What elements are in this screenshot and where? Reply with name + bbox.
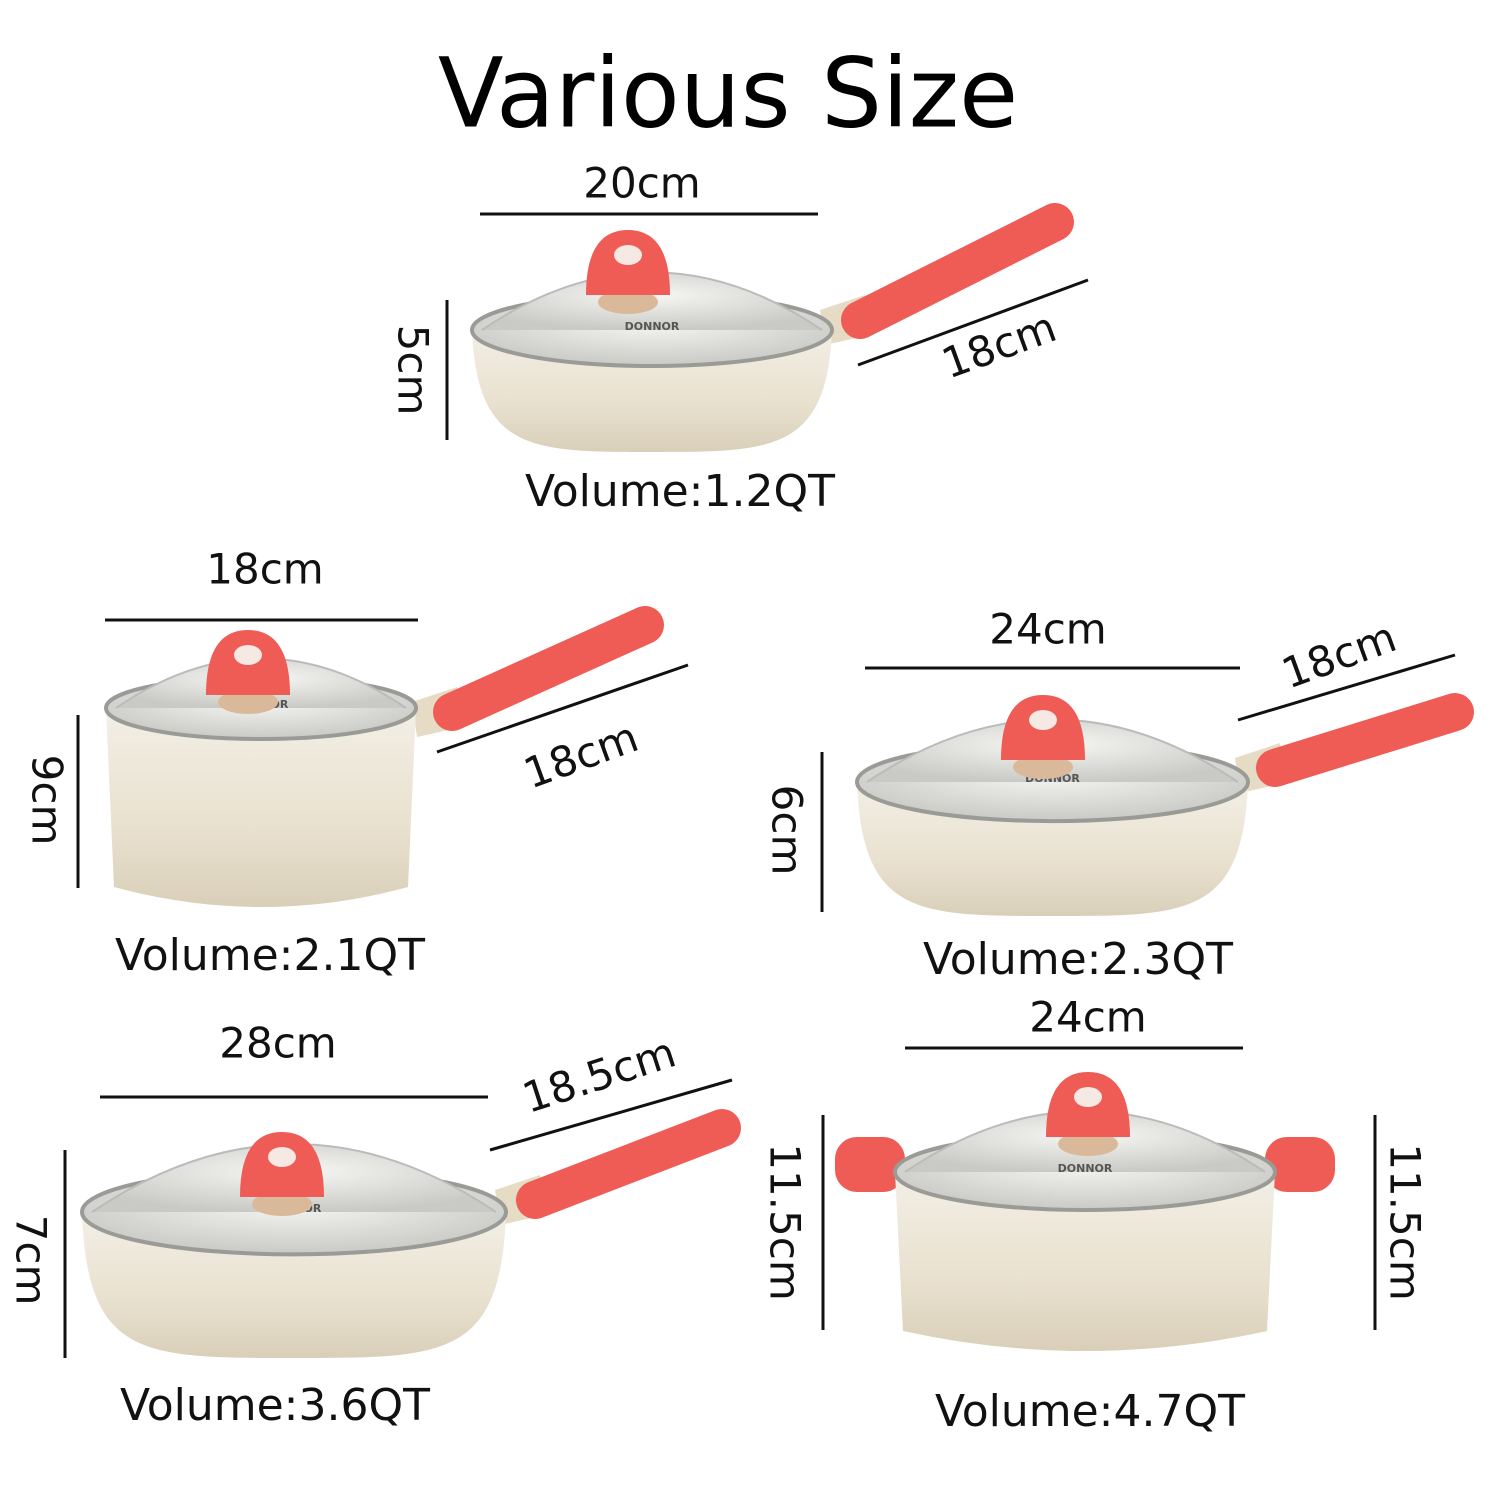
height-label: 7cm — [7, 1215, 56, 1306]
handle — [516, 1109, 741, 1219]
volume-label: Volume:2.3QT — [923, 934, 1233, 985]
dimension-line — [857, 278, 1089, 367]
knob-base — [1058, 1132, 1118, 1156]
width-label: 20cm — [583, 159, 700, 208]
knob-base — [252, 1192, 312, 1216]
width-label: 24cm — [989, 605, 1106, 654]
volume-label: Volume:4.7QT — [935, 1386, 1245, 1437]
cookware: DONNORDONNORDONNORDONNORDONNOR — [80, 203, 1474, 1358]
height-label: 9cm — [23, 755, 72, 846]
width-label: 18cm — [206, 545, 323, 594]
handle — [433, 606, 664, 731]
dimension-line — [436, 663, 689, 754]
title: Various Size — [438, 37, 1018, 149]
height-label: 5cm — [389, 325, 438, 416]
knob-hole — [268, 1147, 296, 1167]
knob-base — [218, 690, 278, 714]
handle-label: 18.5cm — [517, 1028, 682, 1123]
handle-label: 18cm — [1275, 612, 1402, 698]
pan-body — [106, 708, 416, 907]
knob-hole — [1029, 710, 1057, 730]
knob-hole — [614, 245, 642, 265]
knob-hole — [1074, 1087, 1102, 1107]
volume-label: Volume:3.6QT — [120, 1380, 430, 1431]
knob-base — [1013, 755, 1073, 779]
width-label: 24cm — [1029, 993, 1146, 1042]
brand-label: DONNOR — [1058, 1162, 1113, 1175]
knob-base — [598, 290, 658, 314]
height-label: 6cm — [763, 785, 812, 876]
dimension-line — [1237, 653, 1456, 722]
pan-body — [895, 1172, 1275, 1351]
dimension-line — [489, 1078, 733, 1152]
height-label: 11.5cm — [1381, 1143, 1430, 1301]
brand-label: DONNOR — [625, 320, 680, 333]
handle-label: 18cm — [517, 712, 644, 798]
knob-hole — [234, 645, 262, 665]
volume-label: Volume:1.2QT — [525, 466, 835, 517]
width-label: 28cm — [219, 1019, 336, 1068]
handle — [841, 203, 1074, 339]
side-handle — [1265, 1137, 1335, 1192]
side-handle — [835, 1137, 905, 1192]
handle — [1256, 693, 1474, 787]
volume-label: Volume:2.1QT — [115, 930, 425, 981]
height-label: 11.5cm — [761, 1143, 810, 1301]
handle-label: 18cm — [935, 302, 1062, 388]
